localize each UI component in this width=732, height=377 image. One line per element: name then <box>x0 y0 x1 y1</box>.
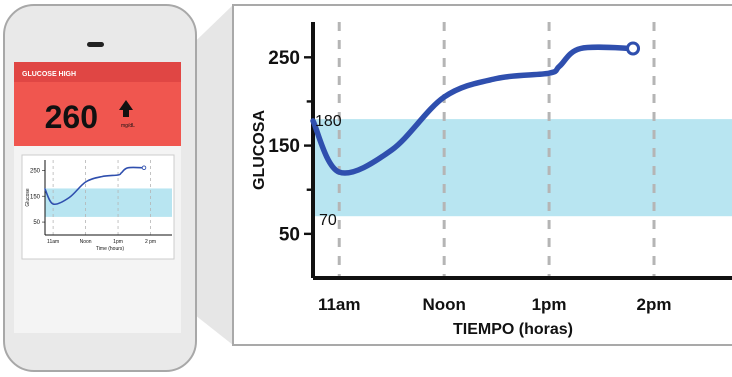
x-tick-label: Noon <box>80 239 92 245</box>
target-range-band <box>45 188 172 217</box>
target-high-label: 180 <box>315 113 342 130</box>
target-range-band <box>313 119 732 217</box>
y-axis-title: Glucose <box>25 188 31 207</box>
alert-title: GLUCOSE HIGH <box>22 71 76 78</box>
x-tick-label: 1pm <box>113 239 123 245</box>
target-low-label: 70 <box>319 212 337 229</box>
y-axis-title: GLUCOSA <box>251 110 268 190</box>
y-tick-label: 50 <box>279 225 300 246</box>
x-tick-label: 11am <box>318 295 361 314</box>
glucose-line <box>44 166 145 206</box>
end-point-marker <box>141 165 147 170</box>
y-tick-label: 250 <box>30 168 41 174</box>
glucose-line <box>310 44 636 176</box>
y-tick-label: 150 <box>268 136 300 157</box>
x-tick-label: Noon <box>422 295 465 314</box>
alert-header <box>14 62 181 82</box>
mini-chart: 11am Noon 1pm 2 pm 250 150 50 Glucose Time (hour… <box>25 160 172 252</box>
x-tick-label: 2pm <box>637 295 672 314</box>
alert-panel <box>14 82 181 146</box>
y-tick-label: 250 <box>268 48 300 69</box>
y-tick-label: 50 <box>33 220 40 226</box>
x-tick-label: 2 pm <box>145 239 156 245</box>
glucose-unit: mg/dL <box>121 123 135 129</box>
phone-speaker <box>87 42 104 47</box>
end-point-marker <box>626 41 641 56</box>
main-chart: 11am Noon 1pm 2pm 250 150 50 180 70 GLUCOSA TIEMPO… <box>251 22 732 338</box>
x-axis-title: Time (hours) <box>96 246 124 252</box>
x-tick-label: 11am <box>47 239 59 245</box>
x-axis-title: TIEMPO (horas) <box>453 321 573 338</box>
arrow-up-icon <box>119 100 133 117</box>
x-tick-label: 1pm <box>532 295 567 314</box>
glucose-value: 260 <box>45 99 98 135</box>
y-tick-label: 150 <box>30 194 41 200</box>
